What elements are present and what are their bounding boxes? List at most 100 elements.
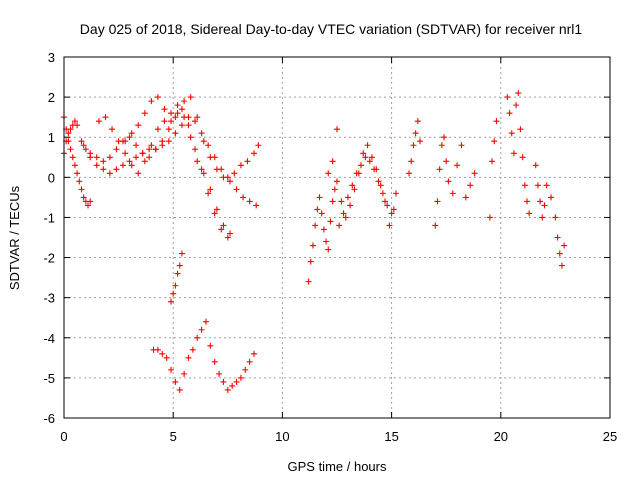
data-point	[133, 154, 140, 161]
data-point	[174, 102, 181, 109]
data-point	[467, 182, 474, 189]
data-point	[170, 290, 177, 297]
data-point	[165, 138, 172, 145]
data-point	[347, 202, 354, 209]
data-point	[198, 326, 205, 333]
data-point	[314, 206, 321, 213]
data-point	[226, 178, 233, 185]
data-point	[244, 158, 251, 165]
data-point	[95, 118, 102, 125]
data-point	[438, 142, 445, 149]
data-point	[253, 202, 260, 209]
data-point	[233, 186, 240, 193]
data-point	[344, 194, 351, 201]
data-point	[82, 146, 89, 153]
data-point	[181, 370, 188, 377]
data-point	[198, 130, 205, 137]
data-point	[336, 222, 343, 229]
y-tick-label: -1	[43, 210, 55, 225]
data-point	[194, 334, 201, 341]
series-arc-06	[122, 94, 260, 209]
data-point	[458, 142, 465, 149]
data-point	[329, 158, 336, 165]
data-point	[78, 138, 85, 145]
data-point	[161, 106, 168, 113]
data-point	[434, 198, 441, 205]
data-point	[366, 158, 373, 165]
data-point	[141, 110, 148, 117]
data-point	[168, 298, 175, 305]
data-point	[384, 202, 391, 209]
data-point	[233, 378, 240, 385]
data-point	[318, 210, 325, 217]
data-point	[122, 150, 129, 157]
series-arc-01	[61, 114, 94, 209]
data-point	[194, 158, 201, 165]
data-point	[462, 194, 469, 201]
data-point	[334, 178, 340, 185]
data-point	[152, 146, 159, 153]
data-point	[207, 186, 214, 193]
data-point	[251, 350, 258, 357]
data-point	[207, 342, 214, 349]
data-point	[323, 238, 330, 245]
data-point	[172, 378, 179, 385]
data-point	[534, 182, 541, 189]
data-point	[416, 138, 423, 145]
data-point	[202, 318, 209, 325]
data-point	[172, 130, 179, 137]
data-point	[133, 142, 140, 149]
series-arc-15	[532, 162, 568, 269]
data-point	[349, 182, 356, 189]
data-point	[382, 198, 389, 205]
data-point	[351, 186, 358, 193]
data-point	[100, 166, 107, 173]
data-point	[172, 114, 179, 121]
data-point	[360, 150, 367, 157]
data-point	[386, 222, 393, 229]
data-point	[178, 122, 185, 129]
data-point	[135, 122, 142, 129]
data-point	[364, 142, 371, 149]
data-point	[139, 150, 146, 157]
x-tick-label: 20	[494, 429, 508, 444]
y-tick-label: 3	[48, 50, 55, 65]
data-point	[76, 178, 83, 185]
data-point	[517, 126, 524, 133]
data-point	[198, 166, 205, 173]
data-point	[126, 134, 133, 141]
data-point	[161, 118, 168, 125]
data-point	[178, 250, 185, 257]
data-point	[325, 170, 332, 177]
data-point	[119, 162, 126, 169]
data-point	[329, 198, 336, 205]
data-point	[486, 214, 493, 221]
y-tick-label: -6	[43, 411, 55, 426]
chart-title: Day 025 of 2018, Sidereal Day-to-day VTE…	[80, 21, 583, 37]
data-point	[187, 94, 194, 101]
data-point	[240, 194, 247, 201]
data-point	[168, 118, 175, 125]
data-point	[368, 154, 375, 161]
data-point	[185, 122, 192, 129]
data-point	[524, 198, 531, 205]
data-point	[491, 138, 498, 145]
data-point	[148, 142, 155, 149]
data-point	[71, 162, 78, 169]
data-point	[200, 138, 207, 145]
data-point	[115, 138, 122, 145]
data-point	[102, 114, 109, 121]
data-point	[154, 126, 161, 133]
data-point	[205, 142, 212, 149]
y-tick-label: 2	[48, 90, 55, 105]
data-point	[554, 234, 561, 241]
data-point	[71, 118, 78, 125]
data-point	[237, 374, 244, 381]
data-point	[106, 154, 113, 161]
series-arc-10	[325, 126, 399, 229]
data-point	[441, 134, 448, 141]
data-point	[519, 154, 526, 161]
x-tick-label: 0	[60, 429, 67, 444]
data-point	[185, 354, 192, 361]
